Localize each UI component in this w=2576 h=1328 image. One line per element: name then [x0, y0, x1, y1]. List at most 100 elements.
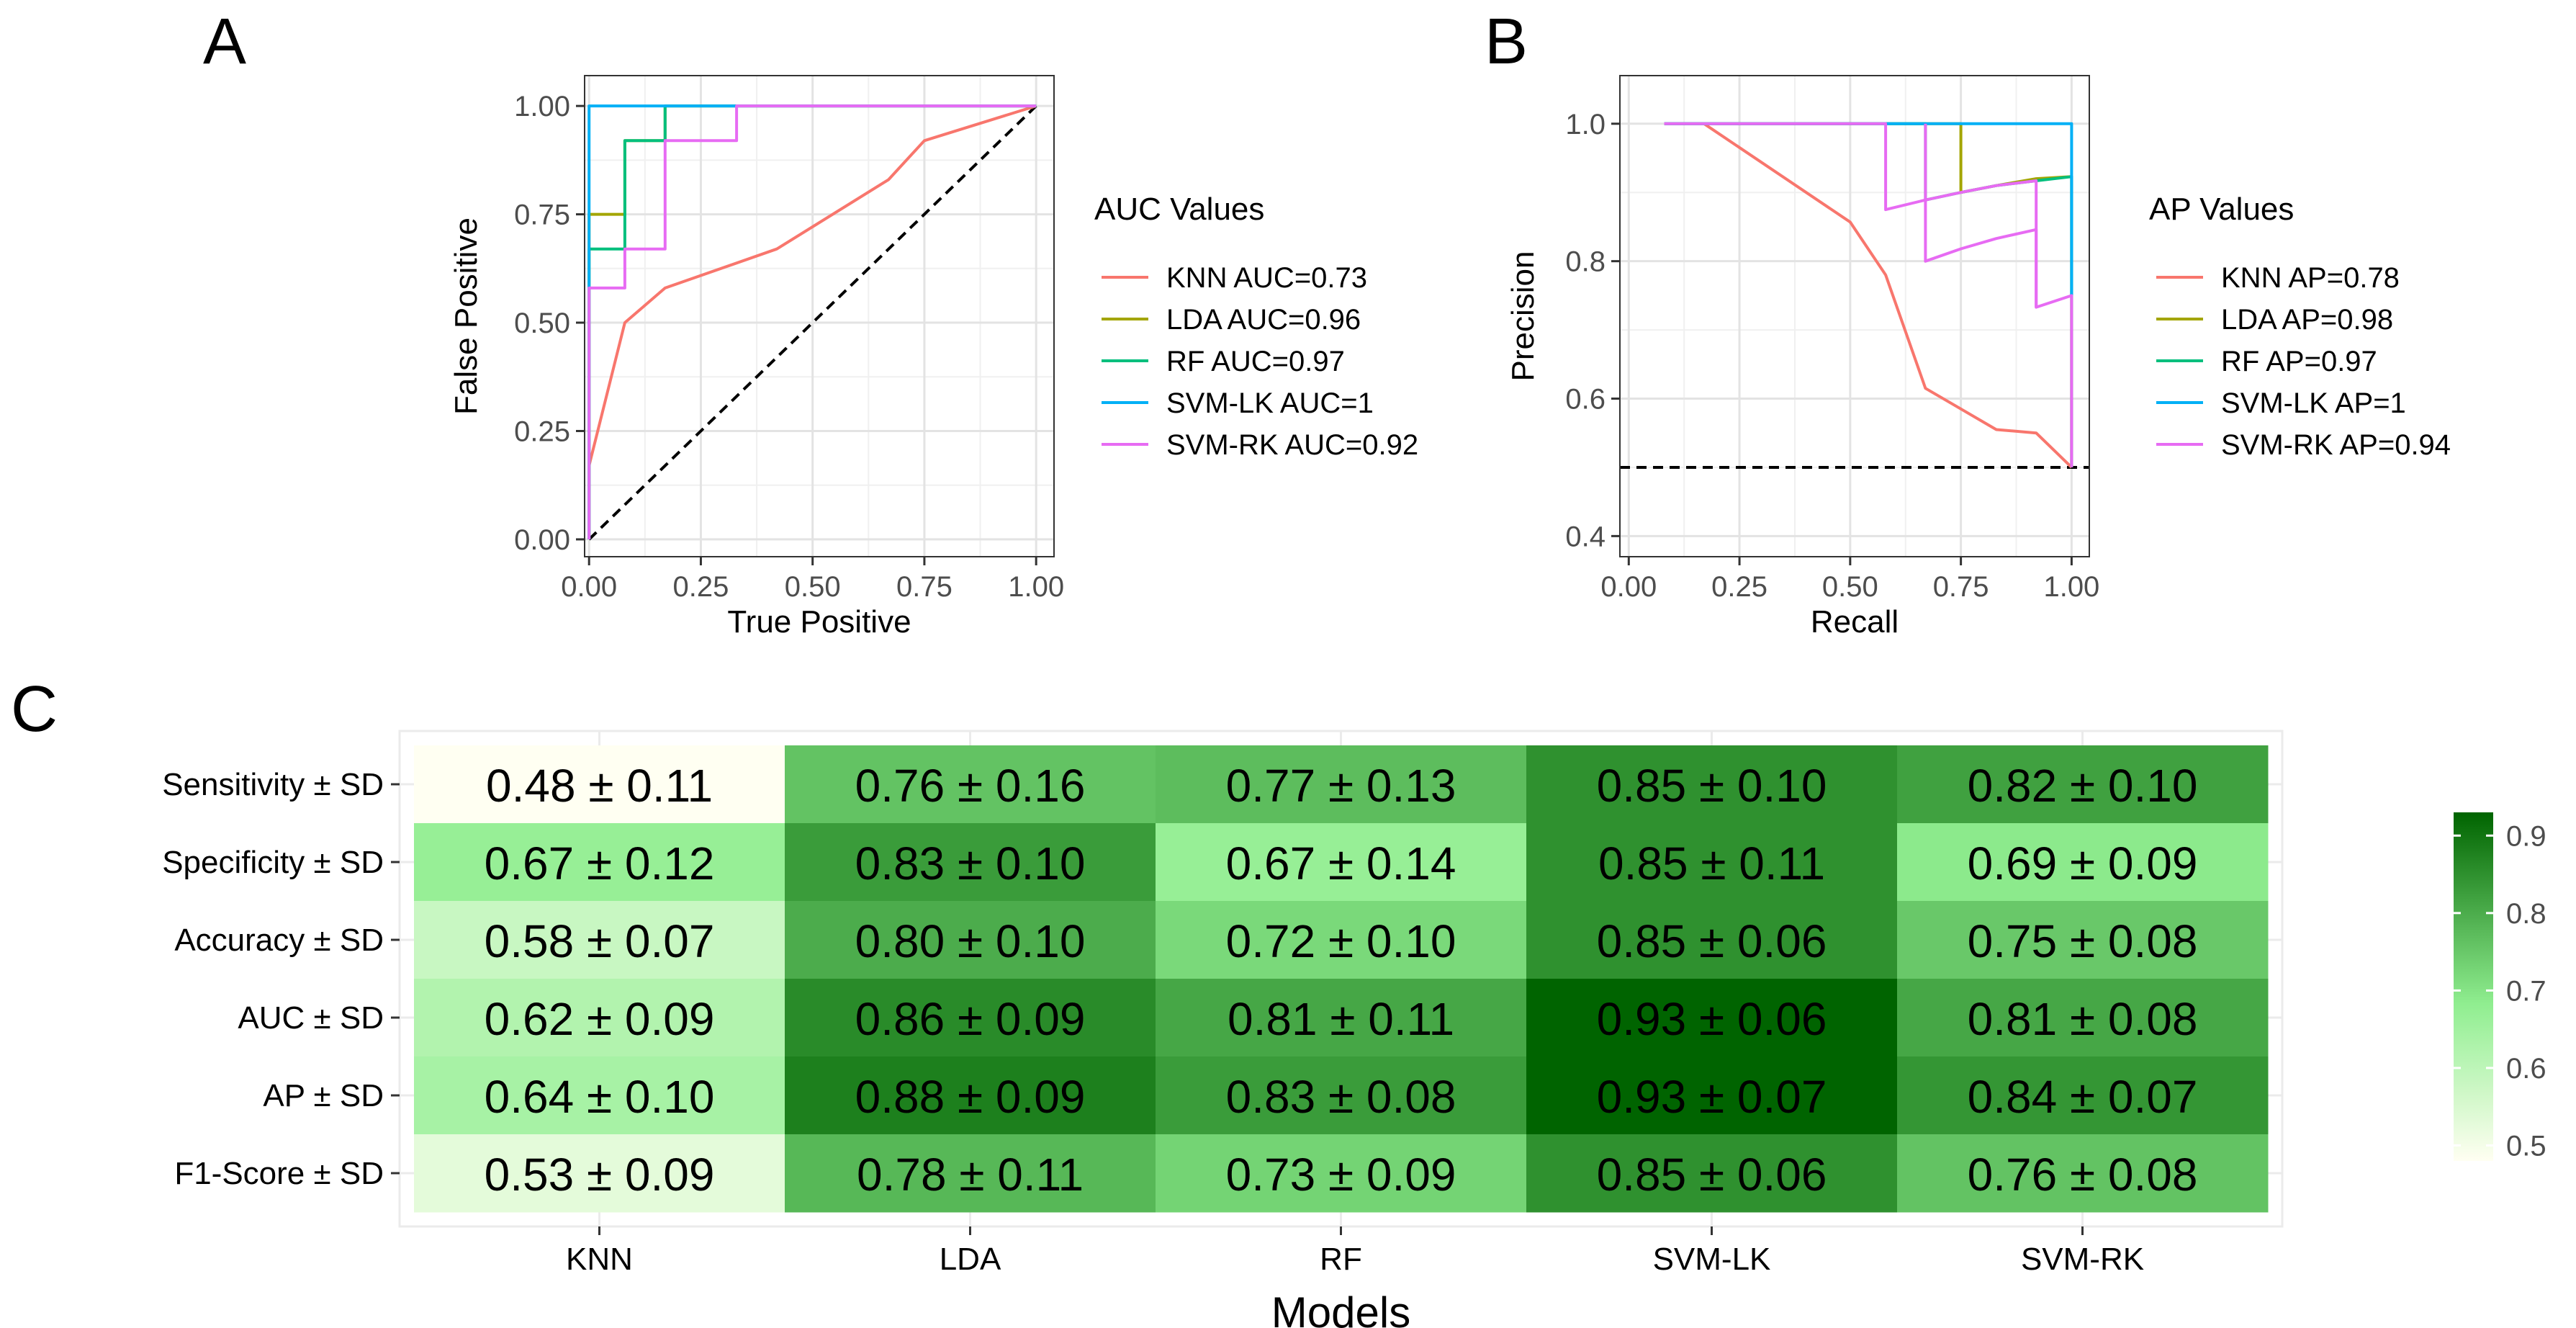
- heatmap-cell-label: 0.76 ± 0.08: [1968, 1149, 2198, 1201]
- metrics-heatmap: 0.48 ± 0.11 0.76 ± 0.16 0.77 ± 0.13 0.85 ± …: [162, 730, 2546, 1328]
- heatmap-cell: [785, 901, 1156, 979]
- heatmap-cell: [414, 1134, 785, 1213]
- row-label: Specificity ± SD: [162, 845, 384, 880]
- y-tick-label: 1.00: [514, 91, 570, 122]
- heatmap-cell-label: 0.84 ± 0.07: [1968, 1071, 2198, 1123]
- precision-recall-chart: 0.00 0.25 0.50 0.75 1.00 0.4 0.6 0.8 1.0 Recall Pr…: [1505, 75, 2451, 640]
- x-tick-label: 1.00: [2043, 571, 2099, 603]
- heatmap-x-axis-title: Models: [1271, 1288, 1410, 1328]
- heatmap-cell: [785, 979, 1156, 1057]
- heatmap-cell: [414, 901, 785, 979]
- heatmap-cell: [1526, 823, 1898, 902]
- heatmap-cell: [1897, 1056, 2269, 1135]
- row-label: AP ± SD: [263, 1078, 384, 1113]
- heatmap-cell-label: 0.67 ± 0.12: [485, 838, 715, 889]
- row-label: F1-Score ± SD: [174, 1156, 384, 1191]
- heatmap-cell-label: 0.88 ± 0.09: [855, 1071, 1086, 1123]
- heatmap-cell-label: 0.76 ± 0.16: [855, 760, 1086, 812]
- series-line-4: [1664, 122, 2073, 467]
- series-line-0: [1703, 122, 2073, 469]
- heatmap-cell: [1156, 1056, 1527, 1135]
- heatmap-cell-label: 0.75 ± 0.08: [1968, 915, 2198, 967]
- heatmap-cell: [1156, 979, 1527, 1057]
- legend-entry-1: LDA AUC=0.96: [1166, 304, 1361, 336]
- heatmap-cell: [414, 979, 785, 1057]
- panel-letter-c: C: [11, 673, 58, 745]
- y-tick-label: 0.50: [514, 308, 570, 339]
- panel-letter-a: A: [203, 6, 246, 78]
- heatmap-cell: [1526, 901, 1898, 979]
- heatmap-cell: [1156, 901, 1527, 979]
- heatmap-cell: [414, 823, 785, 902]
- heatmap-cell-label: 0.81 ± 0.11: [1228, 993, 1454, 1045]
- heatmap-cell-label: 0.83 ± 0.10: [855, 838, 1086, 889]
- row-label: Sensitivity ± SD: [162, 767, 384, 802]
- column-label: LDA: [940, 1242, 1001, 1277]
- x-tick-label: 0.25: [1711, 571, 1767, 603]
- reference-line: [587, 104, 1037, 541]
- heatmap-cell-label: 0.80 ± 0.10: [855, 915, 1086, 967]
- colorbar-tick-label: 0.5: [2506, 1130, 2546, 1162]
- heatmap-cell: [785, 1134, 1156, 1213]
- series-line-0: [587, 104, 1037, 539]
- heatmap-cell-label: 0.85 ± 0.06: [1597, 1149, 1827, 1201]
- legend-entry-3: SVM-LK AP=1: [2221, 387, 2406, 419]
- y-axis-title: False Positive: [449, 217, 484, 415]
- heatmap-cell: [1897, 1134, 2269, 1213]
- column-label: RF: [1320, 1242, 1362, 1277]
- series-line-4: [587, 104, 1037, 539]
- heatmap-cell: [1526, 979, 1898, 1057]
- heatmap-cell: [785, 745, 1156, 824]
- heatmap-cell-label: 0.48 ± 0.11: [486, 760, 713, 812]
- plot-background: [1620, 76, 2089, 557]
- heatmap-cell: [414, 745, 785, 824]
- x-tick-label: 0.75: [896, 571, 953, 603]
- colorbar: [2454, 812, 2493, 1161]
- heatmap-cell: [1897, 745, 2269, 824]
- heatmap-cell: [1526, 1056, 1898, 1135]
- heatmap-cell-label: 0.58 ± 0.07: [485, 915, 715, 967]
- heatmap-cell-label: 0.77 ± 0.13: [1226, 760, 1456, 812]
- legend-entry-2: RF AUC=0.97: [1166, 346, 1345, 377]
- plot-border: [1619, 75, 2090, 557]
- heatmap-cell-label: 0.81 ± 0.08: [1968, 993, 2198, 1045]
- colorbar-tick-label: 0.8: [2506, 898, 2546, 930]
- roc-curve-chart: 0.00 0.25 0.50 0.75 1.00 0.00 0.25 0.50 0.75 1.00…: [449, 75, 1418, 640]
- heatmap-cell-label: 0.62 ± 0.09: [485, 993, 715, 1045]
- heatmap-cell-label: 0.85 ± 0.11: [1598, 838, 1825, 889]
- row-label: Accuracy ± SD: [174, 923, 384, 958]
- legend-title: AP Values: [2149, 192, 2294, 227]
- y-tick-label: 0.4: [1565, 521, 1606, 552]
- panel-letter-b: B: [1485, 6, 1528, 78]
- colorbar-tick-label: 0.7: [2506, 975, 2546, 1007]
- x-axis-title: True Positive: [727, 604, 911, 640]
- heatmap-cell-label: 0.64 ± 0.10: [485, 1071, 715, 1123]
- y-tick-label: 0.75: [514, 199, 570, 231]
- heatmap-cell-label: 0.73 ± 0.09: [1226, 1149, 1456, 1201]
- x-tick-label: 1.00: [1008, 571, 1064, 603]
- heatmap-cell-label: 0.93 ± 0.06: [1597, 993, 1827, 1045]
- colorbar-tick-label: 0.9: [2506, 820, 2546, 852]
- column-label: SVM-RK: [2021, 1242, 2144, 1277]
- legend-entry-1: LDA AP=0.98: [2221, 304, 2393, 336]
- legend-entry-3: SVM-LK AUC=1: [1166, 387, 1374, 419]
- heatmap-cell: [1897, 901, 2269, 979]
- column-label: SVM-LK: [1653, 1242, 1771, 1277]
- y-tick-label: 0.6: [1565, 384, 1606, 416]
- plot-border: [584, 75, 1055, 557]
- row-label: AUC ± SD: [238, 1000, 384, 1036]
- heatmap-cell: [785, 823, 1156, 902]
- heatmap-cell: [414, 1056, 785, 1135]
- legend-entry-0: KNN AUC=0.73: [1166, 262, 1367, 294]
- heatmap-cell-label: 0.72 ± 0.10: [1226, 915, 1456, 967]
- y-tick-label: 1.0: [1565, 109, 1606, 140]
- heatmap-cell-label: 0.93 ± 0.07: [1597, 1071, 1827, 1123]
- y-axis-title: Precision: [1505, 251, 1541, 382]
- heatmap-cell-label: 0.82 ± 0.10: [1968, 760, 2198, 812]
- column-label: KNN: [566, 1242, 633, 1277]
- y-tick-label: 0.8: [1565, 246, 1606, 278]
- legend-entry-4: SVM-RK AP=0.94: [2221, 429, 2451, 461]
- x-tick-label: 0.00: [1600, 571, 1657, 603]
- heatmap-cell: [1897, 979, 2269, 1057]
